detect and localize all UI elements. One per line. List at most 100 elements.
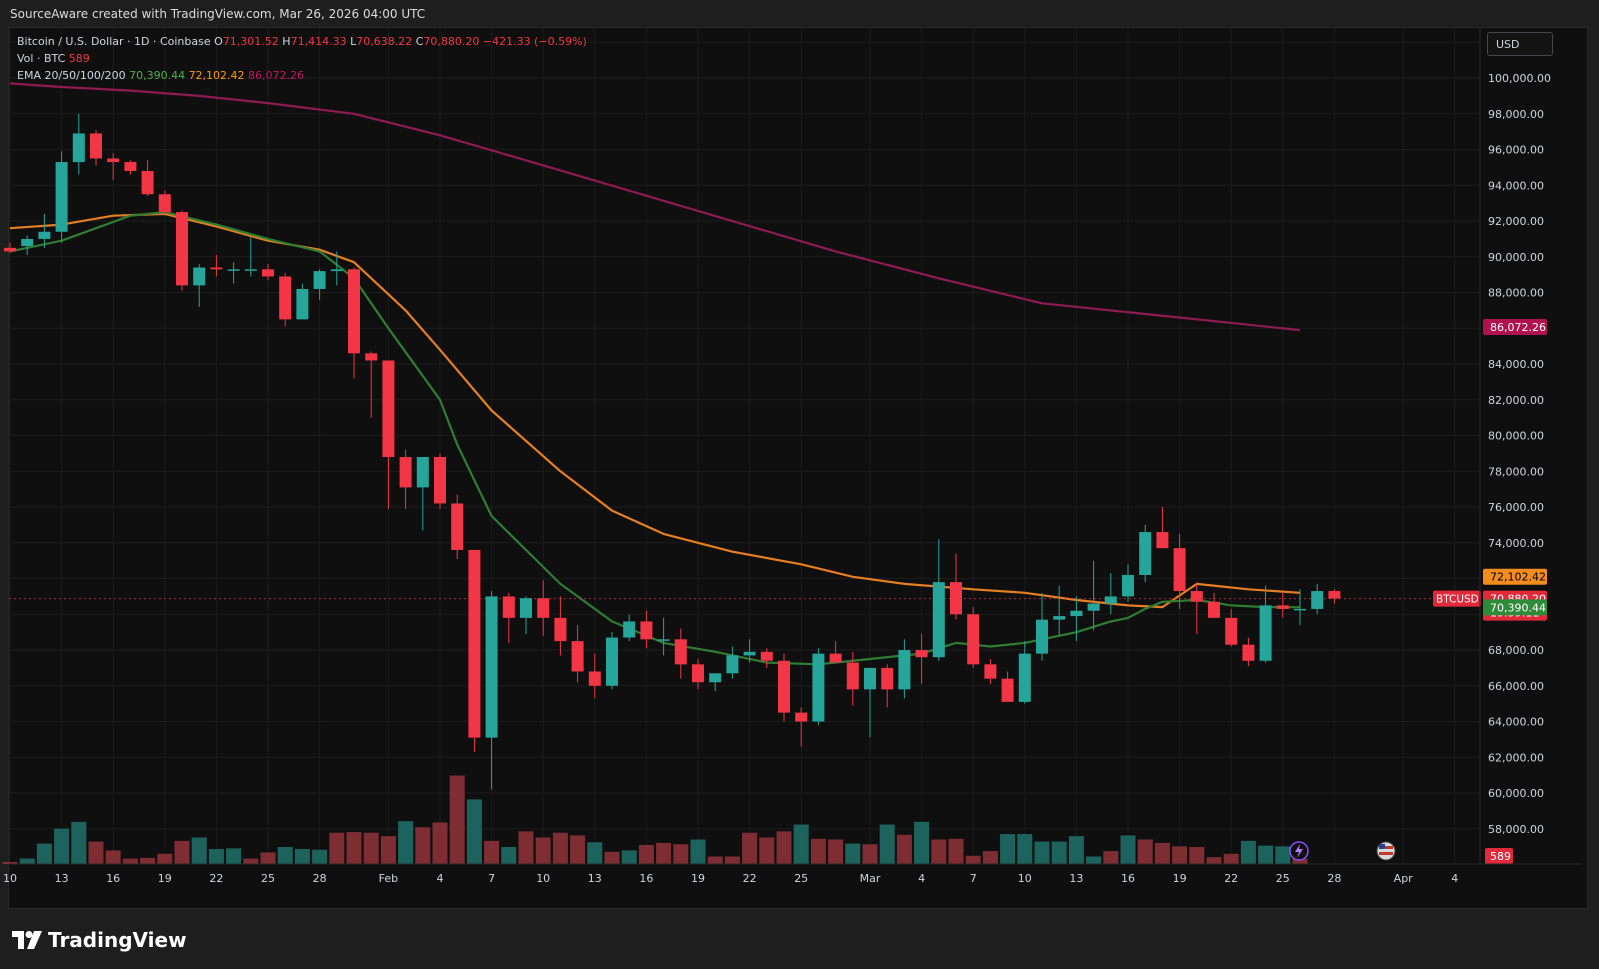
- ema20-line: [9, 211, 1301, 666]
- open-value: 71,301.52: [222, 35, 279, 48]
- volume-bar: [759, 837, 775, 864]
- candle-body: [1173, 548, 1186, 592]
- volume-bar: [1223, 853, 1239, 864]
- x-axis-tick-label: 7: [488, 872, 495, 885]
- candle-body: [365, 353, 378, 361]
- candle-body: [932, 582, 945, 658]
- candle-body: [434, 457, 446, 504]
- volume-bar: [1017, 834, 1033, 864]
- tradingview-logo-icon: [12, 931, 42, 949]
- attribution-bar: SourceAware created with TradingView.com…: [0, 0, 1599, 28]
- candle-body: [726, 655, 739, 674]
- volume-bar: [896, 834, 912, 864]
- volume-legend[interactable]: Vol · BTC 589: [17, 52, 90, 65]
- y-axis-tick-label: 88,000.00: [1488, 287, 1544, 300]
- x-axis-tick-label: Mar: [860, 872, 881, 885]
- x-axis-tick-label: 19: [1173, 872, 1187, 885]
- volume-bar: [363, 832, 379, 864]
- volume-bar: [140, 857, 156, 864]
- candle-body: [778, 660, 790, 713]
- candle-body: [1156, 532, 1169, 549]
- candle-body: [124, 162, 137, 171]
- ohlc-legend: Bitcoin / U.S. Dollar · 1D · Coinbase O7…: [17, 35, 587, 48]
- volume-bar: [673, 844, 689, 864]
- ema-legend[interactable]: EMA 20/50/100/200 70,390.44 72,102.42 86…: [17, 69, 304, 82]
- y-axis-tick-label: 78,000.00: [1488, 465, 1544, 478]
- candle-body: [967, 614, 980, 665]
- candle-body: [1122, 574, 1134, 597]
- x-axis-tick-label: 10: [536, 872, 550, 885]
- ema50-price-tag-bg: [1483, 568, 1547, 585]
- volume-bar: [2, 861, 18, 864]
- y-axis-tick-label: 76,000.00: [1488, 501, 1544, 514]
- y-axis-tick-label: 68,000.00: [1488, 644, 1544, 657]
- candle-body: [4, 247, 16, 252]
- candle-body: [399, 457, 412, 488]
- low-label: L: [350, 35, 357, 48]
- candle-body: [1053, 616, 1066, 620]
- volume-bar: [604, 851, 620, 864]
- x-axis-tick-label: 13: [1069, 872, 1083, 885]
- candle-body: [330, 269, 343, 272]
- y-axis-tick-label: 58,000.00: [1488, 823, 1544, 836]
- y-axis-tick-label: 100,000.00: [1488, 72, 1551, 85]
- candle-body: [692, 664, 704, 683]
- x-axis-tick-label: 10: [3, 872, 17, 885]
- y-axis-tick-label: 82,000.00: [1488, 394, 1544, 407]
- candle-body: [451, 503, 464, 550]
- volume-value: 589: [68, 52, 90, 65]
- candle-body: [1036, 619, 1048, 654]
- candle-body: [743, 651, 756, 656]
- volume-bar: [501, 847, 517, 864]
- candle-body: [55, 162, 68, 232]
- volume-bar: [243, 858, 259, 864]
- candle-body: [898, 650, 911, 690]
- volume-bar: [1051, 841, 1067, 864]
- candle-body: [864, 667, 876, 690]
- volume-bar: [552, 832, 568, 864]
- volume-bar: [312, 849, 328, 864]
- candle-body: [227, 269, 240, 271]
- y-axis-tick-label: 96,000.00: [1488, 144, 1544, 157]
- volume-bar: [535, 837, 551, 864]
- candle-body: [1311, 591, 1324, 609]
- x-axis-tick-label: 19: [691, 872, 705, 885]
- volume-bar: [965, 855, 981, 864]
- y-axis-tick-label: 98,000.00: [1488, 108, 1544, 121]
- symbol-title[interactable]: Bitcoin / U.S. Dollar · 1D · Coinbase: [17, 35, 211, 48]
- x-axis-tick-label: Apr: [1394, 872, 1414, 885]
- candle-body: [502, 596, 515, 618]
- volume-bar: [828, 839, 844, 864]
- brand-name: TradingView: [48, 928, 187, 952]
- volume-bar: [1000, 834, 1016, 864]
- candle-body: [38, 231, 51, 239]
- currency-button[interactable]: USD: [1487, 32, 1553, 56]
- y-axis-tick-label: 80,000.00: [1488, 430, 1544, 443]
- ema100-price-tag: 86,072.26: [1490, 321, 1546, 334]
- x-axis-tick-label: 7: [970, 872, 977, 885]
- us-flag-stripe-icon: [1379, 852, 1393, 855]
- y-axis-tick-label: 66,000.00: [1488, 680, 1544, 693]
- candle-body: [21, 238, 34, 247]
- candle-body: [1087, 603, 1100, 611]
- x-axis-tick-label: 28: [1327, 872, 1341, 885]
- x-axis-tick-label: Feb: [379, 872, 398, 885]
- ema20-price-tag-bg: [1483, 599, 1547, 616]
- ema-label: EMA 20/50/100/200: [17, 69, 126, 82]
- us-flag-stripe-icon: [1379, 846, 1393, 849]
- volume-bar: [294, 849, 310, 864]
- ema100-line: [9, 82, 1301, 332]
- volume-bar: [208, 849, 224, 864]
- x-axis-tick-label: 13: [588, 872, 602, 885]
- y-axis-tick-label: 94,000.00: [1488, 179, 1544, 192]
- lightning-glyph-icon: [1295, 844, 1303, 858]
- x-axis-tick-label: 25: [261, 872, 275, 885]
- candle-body: [382, 360, 395, 457]
- volume-bar: [1206, 857, 1222, 864]
- open-label: O: [214, 35, 223, 48]
- high-value: 71,414.33: [290, 35, 347, 48]
- x-axis-tick-label: 4: [437, 872, 444, 885]
- candle-body: [571, 641, 584, 672]
- x-axis-tick-label: 22: [743, 872, 757, 885]
